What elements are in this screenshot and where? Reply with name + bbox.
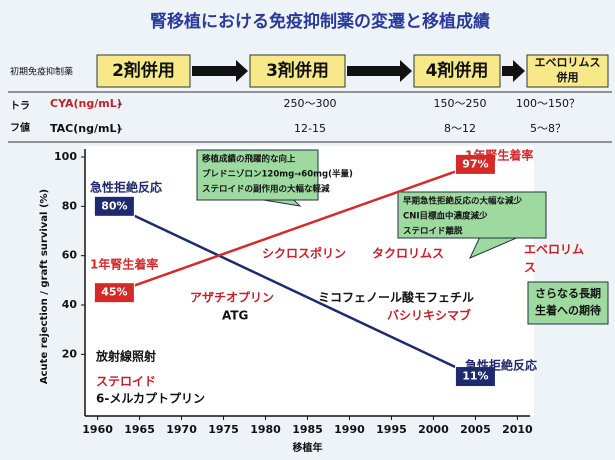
point-label-box <box>93 282 135 304</box>
callout-box <box>527 281 609 325</box>
point-label: 97% <box>462 157 488 170</box>
x-tick-label: 1990 <box>334 423 365 436</box>
y-tick-label: 100 <box>54 150 77 163</box>
x-tick-label: 2010 <box>502 423 533 436</box>
regimen-text: 2剤併用 <box>112 60 175 81</box>
callout-text: ステロイドの副作用の大幅な軽減 <box>202 184 330 195</box>
callout-box <box>196 149 319 201</box>
series-name: 1年腎生着率 <box>465 148 533 163</box>
arrow <box>502 60 525 82</box>
trough-cell: 12-15 <box>294 122 326 135</box>
regimen-label: 初期免疫抑制薬 <box>10 66 73 78</box>
x-tick-label: 1980 <box>250 423 281 436</box>
regimen-text: エベロリムス <box>535 56 601 69</box>
annotation: タクロリムス <box>372 247 444 261</box>
x-tick-label: 1975 <box>208 423 239 436</box>
trough-cell: 8～12 <box>444 122 476 135</box>
annotation: ス <box>524 261 536 275</box>
callout-box <box>397 191 547 239</box>
annotation: ATG <box>222 309 248 323</box>
trough-row-label: TAC(ng/mL) <box>50 122 121 135</box>
x-tick-label: 2000 <box>418 423 449 436</box>
y-axis-label: Acute rejection / graft survival (%) <box>39 189 50 384</box>
trough-label: トラ <box>10 100 30 112</box>
y-tick-label: 40 <box>62 298 78 311</box>
annotation: バシリキシマブ <box>387 308 471 323</box>
regimen-box <box>249 54 346 88</box>
annotation: シクロスポリン <box>262 246 346 261</box>
x-axis-label: 移植年 <box>293 441 323 454</box>
annotation: ミコフェノール酸モフェチル <box>318 290 474 305</box>
point-label-box <box>454 366 496 388</box>
y-tick-label: 60 <box>62 249 78 262</box>
callout-text: プレドニゾロン120mg→60mg(半量) <box>202 169 353 180</box>
callout-text: CNI目標血中濃度減少 <box>403 211 488 222</box>
regimen-box <box>96 54 191 88</box>
x-tick-label: 1970 <box>166 423 197 436</box>
y-tick-label: 20 <box>62 347 78 360</box>
regimen-box <box>526 54 609 88</box>
regimen-box <box>413 54 501 88</box>
annotation: アザチオプリン <box>190 290 274 305</box>
annotation: 6-メルカプトプリン <box>96 391 205 406</box>
series-name: 急性拒絶反応 <box>465 358 537 373</box>
arrow <box>347 60 412 82</box>
x-tick-label: 1960 <box>82 423 113 436</box>
point-label-box <box>93 195 135 217</box>
series-name: 急性拒絶反応 <box>90 180 162 195</box>
series-line <box>113 163 476 294</box>
regimen-text: 併用 <box>556 70 579 84</box>
trough-row-label: CYA(ng/mL) <box>50 97 122 110</box>
title: 腎移植における免疫抑制薬の変遷と移植成績 <box>150 11 490 32</box>
annotation: 放射線照射 <box>95 349 156 364</box>
trough-label: フ値 <box>10 121 30 134</box>
y-tick-label: 80 <box>62 199 78 212</box>
series-line <box>113 205 476 378</box>
callout-text: 早期急性拒絶反応の大幅な減少 <box>403 196 523 207</box>
regimen-text: 3剤併用 <box>266 60 329 81</box>
point-label: 45% <box>101 286 127 299</box>
x-tick-label: 1995 <box>376 423 407 436</box>
annotation: エベロリム <box>524 243 584 257</box>
callout-text: ステロイド離脱 <box>403 226 463 237</box>
trough-cell: – <box>117 122 123 135</box>
x-tick-label: 2005 <box>460 423 491 436</box>
callout-text: 生着への期待 <box>535 303 601 317</box>
regimen-text: 4剤併用 <box>426 60 489 81</box>
point-label: 11% <box>462 370 488 383</box>
series-name: 1年腎生着率 <box>90 257 158 272</box>
callout-text: 移植成績の飛躍的な向上 <box>202 154 296 165</box>
x-tick-label: 1965 <box>124 423 155 436</box>
arrow <box>192 60 248 82</box>
trough-cell: 5～8？ <box>530 122 566 135</box>
point-label-box <box>454 153 496 175</box>
trough-cell: 250～300 <box>284 97 337 110</box>
trough-cell: 100～150？ <box>516 97 580 110</box>
x-tick-label: 1985 <box>292 423 323 436</box>
callout-text: さらなる長期 <box>535 286 601 300</box>
point-label: 80% <box>101 199 127 212</box>
annotation: ステロイド <box>96 375 156 389</box>
trough-cell: – <box>117 97 123 110</box>
trough-cell: 150～250 <box>434 97 487 110</box>
